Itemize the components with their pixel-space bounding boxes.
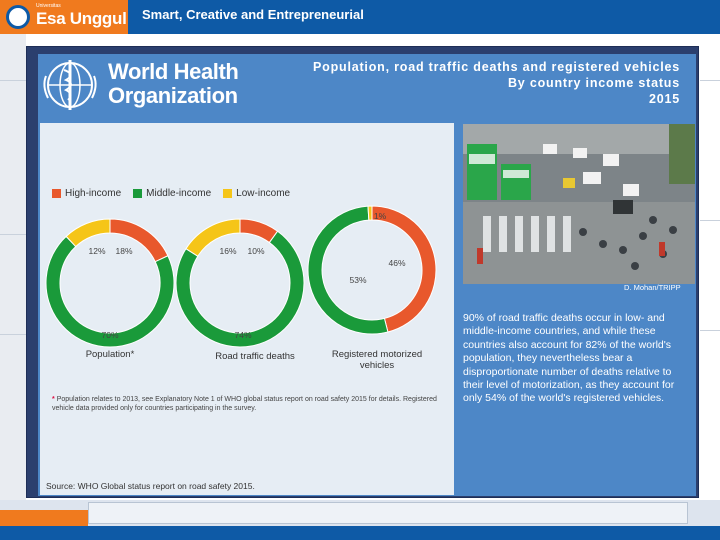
tagline: Smart, Creative and Entrepreneurial [142,7,364,22]
donut-charts: 18% 70% 12% 10% 74% 16% 46% 53% 1% [45,205,437,348]
chart-caption-population: Population* [85,349,135,360]
slide-heading-line3: 2015 [648,92,680,106]
source-text: Source: WHO Global status report on road… [46,481,255,491]
photo-credit: D. Mohan/TRIPP [624,283,681,292]
who-emblem-icon [43,60,97,110]
donut-1-slice-low-income [185,218,241,257]
logo-name: Esa Unggul [36,9,127,28]
donut-0-slice-middle-income [45,235,175,348]
chart-caption-vehicles: Registered motorized vehicles [331,349,423,371]
legend-item-middle: Middle-income [133,188,211,199]
top-header-bar: Universitas Esa Unggul Smart, Creative a… [0,0,720,34]
donut-1-label-high-income: 10% [247,246,264,256]
donut-2-slice-middle-income [307,205,389,335]
traffic-photo [463,124,695,284]
donut-2-label-low-income: 1% [374,211,387,221]
who-header: World Health Organization Population, ro… [38,54,696,116]
slide-body-text: 90% of road traffic deaths occur in low-… [463,312,675,405]
donut-2-slice-high-income [371,205,437,333]
donut-0-label-middle-income: 70% [101,330,118,340]
logo-subtext: Universitas [36,3,61,9]
university-logo: Universitas Esa Unggul [0,0,128,34]
bottom-decor-blue [0,526,720,540]
slide-heading: Population, road traffic deaths and regi… [313,59,680,107]
donut-1-slice-middle-income [175,230,305,348]
donut-1-label-middle-income: 74% [234,330,251,340]
traffic-photo-image [463,124,695,284]
donut-1-label-low-income: 16% [219,246,236,256]
left-decor-strip [0,34,26,500]
university-emblem-icon [6,5,30,29]
footnote-text: Population relates to 2013, see Explanat… [52,396,437,412]
legend-label-low: Low-income [236,188,291,199]
who-title-line1: World Health [108,59,239,84]
donut-2-label-high-income: 46% [388,258,405,268]
donut-0-slice-low-income [65,218,111,248]
chart-caption-deaths: Road traffic deaths [215,351,295,362]
chart-legend: High-income Middle-income Low-income [52,188,290,199]
legend-item-high: High-income [52,188,121,199]
who-title-line2: Organization [108,83,238,108]
right-decor-strip [699,46,720,498]
chart-panel: High-income Middle-income Low-income 18%… [40,123,454,495]
slide-heading-line2: By country income status [507,76,680,90]
legend-label-middle: Middle-income [146,188,212,199]
who-title: World Health Organization [108,59,239,108]
footnote-star: * [52,396,55,403]
donut-2-label-middle-income: 53% [349,275,366,285]
chart-footnote: * Population relates to 2013, see Explan… [52,395,452,413]
bottom-decor-box [88,502,688,524]
slide-heading-line1: Population, road traffic deaths and regi… [313,60,680,74]
legend-label-high: High-income [65,188,122,199]
legend-item-low: Low-income [223,188,290,199]
donut-2-slice-low-income [367,205,373,221]
donut-0-label-low-income: 12% [88,246,105,256]
donut-0-label-high-income: 18% [115,246,132,256]
